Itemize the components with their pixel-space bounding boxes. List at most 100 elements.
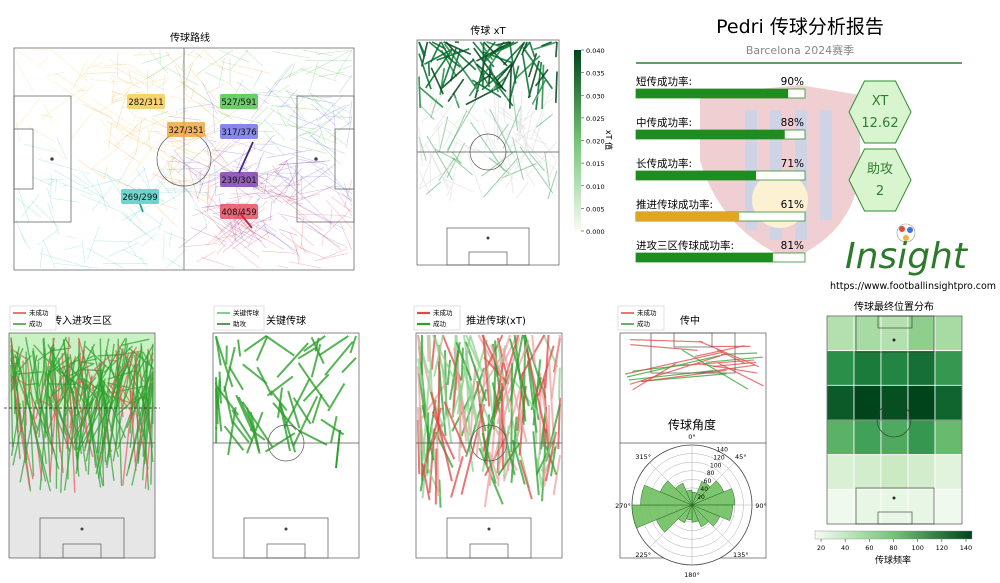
cross-line (718, 362, 764, 387)
rate-bar (636, 89, 789, 98)
route-line (306, 96, 343, 120)
route-line (195, 52, 203, 58)
route-line (264, 119, 285, 140)
progressive-pass (488, 451, 499, 480)
xt-pass-line (498, 110, 527, 130)
route-line (158, 160, 181, 189)
route-line (207, 142, 232, 168)
final-third-pass (136, 363, 139, 462)
route-line (232, 223, 267, 250)
final-third-pass (103, 345, 134, 374)
route-line (256, 94, 299, 100)
route-line (165, 190, 211, 194)
route-line (15, 98, 40, 129)
progressive-pass (462, 365, 485, 457)
legend-fail-label: 未成功 (637, 308, 657, 317)
progressive-pass (544, 431, 557, 482)
xt-pass-line (541, 41, 552, 47)
route-line (318, 95, 343, 121)
route-line (146, 122, 155, 145)
route-line (226, 81, 237, 91)
route-line (297, 217, 341, 248)
key-pass (292, 395, 319, 447)
rate-value: 90% (781, 76, 804, 88)
legend-fail-label: 未成功 (29, 308, 49, 317)
route-line (220, 61, 271, 74)
final-third-pitch (8, 332, 156, 559)
final-third-pass (127, 363, 137, 471)
route-line (158, 217, 164, 231)
xt-pass-line (525, 141, 558, 178)
route-line (296, 105, 346, 130)
route-line (327, 116, 353, 118)
angle-wedge (674, 482, 693, 506)
radial-tick: 20 (697, 494, 705, 501)
route-line (287, 123, 338, 145)
legend-success-label: 成功 (29, 319, 43, 328)
route-line (178, 226, 206, 249)
progressive-panel: 推进传球(xT) 未成功 成功 (413, 305, 563, 559)
xt-pass-line (428, 41, 461, 68)
route-line (46, 187, 54, 212)
xt-pass-line (533, 41, 558, 51)
final-third-pass (126, 364, 144, 402)
progressive-pass-lines (417, 334, 561, 508)
route-line (204, 205, 232, 225)
route-line (83, 72, 87, 79)
route-line (190, 86, 195, 100)
heatmap-cell (853, 350, 882, 386)
legend-success-label: 成功 (637, 319, 651, 328)
heatmap-colorbar-label: 传球频率 (875, 554, 911, 566)
route-line (288, 62, 296, 78)
legend-assist-label: 助攻 (233, 319, 247, 328)
route-line (280, 232, 310, 255)
route-line (202, 149, 229, 173)
progressive-pass (544, 334, 550, 389)
heatmap-cell (880, 384, 909, 421)
progressive-pass (500, 383, 505, 470)
route-line (331, 196, 353, 213)
final-third-pass (80, 385, 91, 444)
xt-pass-line (512, 132, 548, 145)
route-line (237, 222, 243, 239)
route-line (159, 181, 201, 207)
progressive-pass (526, 360, 538, 433)
angle-wedge (640, 484, 693, 506)
angle-wedge (659, 480, 693, 506)
route-line (272, 165, 278, 173)
final-third-pass (105, 349, 115, 378)
route-line (152, 168, 172, 192)
heatmap-cell (934, 454, 963, 490)
legend-key-pass-label: 关键传球 (233, 308, 260, 317)
route-line (87, 226, 100, 260)
route-line (253, 184, 301, 189)
xt-pass-line (528, 41, 536, 58)
xt-pass-line (446, 143, 473, 171)
xt-pass-lines (418, 41, 558, 202)
xt-pass-line (516, 106, 531, 157)
route-line (340, 222, 353, 251)
xt-pass-line (418, 136, 423, 167)
route-line (39, 246, 43, 269)
final-third-pass (22, 400, 28, 461)
cross-line (629, 353, 728, 385)
angle-wedge (691, 504, 699, 523)
final-third-pass (24, 336, 39, 405)
xt-pass-line (531, 79, 547, 105)
xt-pass-line (489, 67, 499, 93)
route-line (164, 138, 209, 168)
route-line (181, 49, 186, 71)
route-line (139, 257, 149, 268)
route-line (91, 186, 113, 212)
route-line (82, 103, 112, 118)
route-line (306, 49, 352, 75)
route-line (267, 140, 302, 153)
route-line (112, 121, 138, 132)
heatmap-tick-label: 80 (889, 544, 897, 552)
route-line (140, 77, 170, 84)
route-line (200, 130, 229, 165)
route-line (15, 219, 26, 243)
xt-pass-line (544, 152, 551, 187)
route-line (290, 226, 314, 246)
xt-pass-line (496, 152, 526, 186)
